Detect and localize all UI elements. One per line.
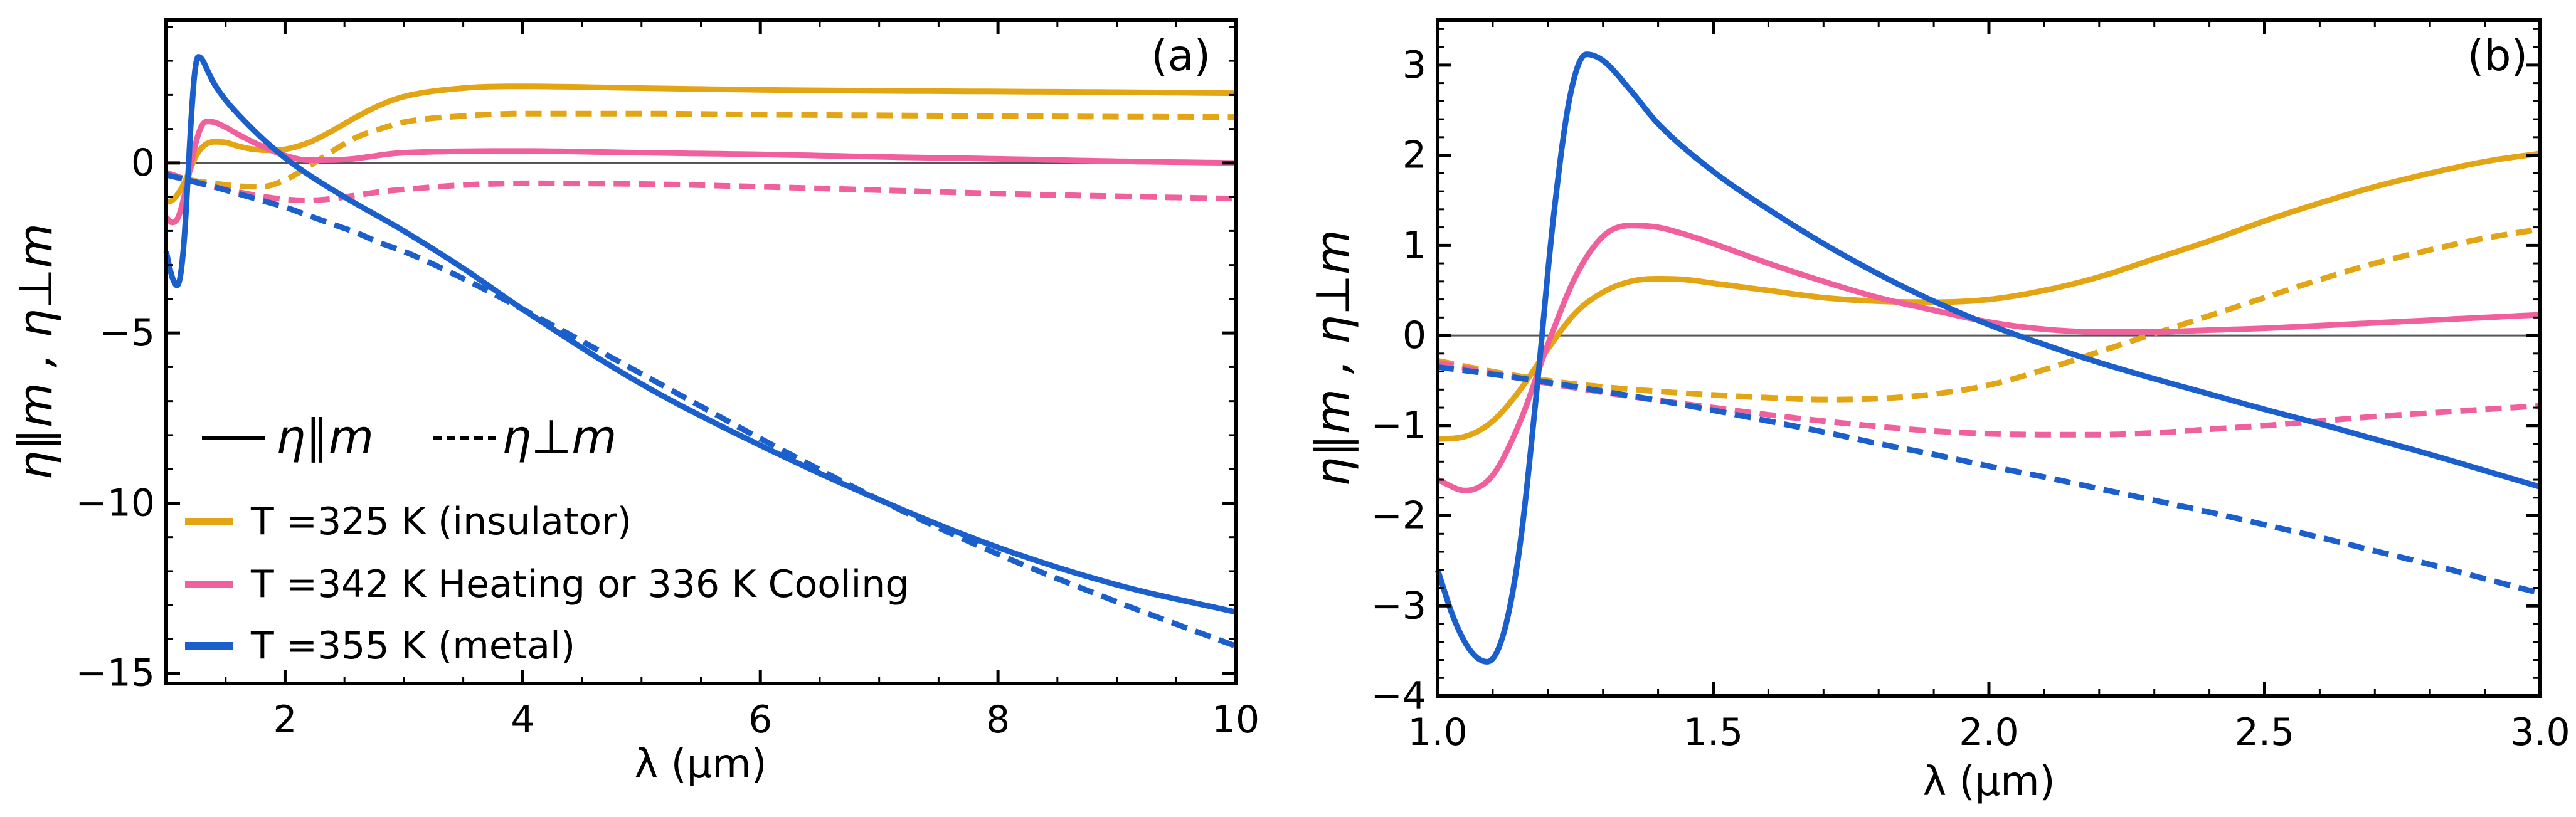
panel-b-x-axis-label: λ (μm) bbox=[1922, 759, 2055, 805]
panel-b-series-group bbox=[1434, 51, 2542, 665]
series-line-metal-parallel bbox=[1434, 51, 2542, 665]
y-tick-label: 0 bbox=[131, 141, 155, 185]
panel-b-tag: (b) bbox=[2467, 31, 2528, 81]
legend-label-metal: T =355 K (metal) bbox=[250, 624, 575, 668]
y-tick-label: −15 bbox=[75, 651, 155, 695]
y-tick-label: −5 bbox=[100, 311, 155, 355]
y-tick-label: −3 bbox=[1371, 584, 1426, 628]
panel-a-tag: (a) bbox=[1151, 31, 1211, 81]
series-line-metal-perpendicular bbox=[1437, 364, 2542, 596]
y-tick-label: −10 bbox=[75, 481, 155, 525]
x-tick-label: 1.0 bbox=[1407, 710, 1467, 754]
y-tick-label: −1 bbox=[1371, 404, 1426, 448]
series-line-insulator-perpendicular bbox=[165, 110, 1236, 190]
panel-b-y-axis-label: η∥m , η⊥m bbox=[1306, 229, 1360, 487]
x-tick-label: 3.0 bbox=[2510, 710, 2570, 754]
y-tick-label: 1 bbox=[1402, 223, 1426, 267]
x-tick-label: 4 bbox=[511, 698, 534, 742]
panel-b-frame bbox=[1436, 18, 2542, 698]
legend-eta-parallel: η∥m bbox=[276, 410, 374, 464]
x-tick-label: 8 bbox=[986, 698, 1010, 742]
series-line-transition-perpendicular bbox=[165, 169, 1236, 204]
x-tick-label: 2 bbox=[273, 698, 297, 742]
panel-b: 1.0 1.5 2.0 2.5 3.0 3 2 1 0 −1 −2 −3 −4 (b) λ (μm) η… bbox=[1306, 18, 2570, 805]
x-tick-label: 2.5 bbox=[2235, 710, 2294, 754]
x-tick-label: 10 bbox=[1212, 698, 1259, 742]
panel-a-series-group bbox=[163, 54, 1237, 649]
panel-a-ticks: 2 4 6 8 10 0 −5 −10 −15 bbox=[75, 20, 1259, 742]
panel-a: 2 4 6 8 10 0 −5 −10 −15 (a) λ (μm) η∥m , η⊥m η∥m… bbox=[9, 18, 1259, 788]
series-line-insulator-perpendicular bbox=[1437, 226, 2541, 403]
panel-a-x-axis-label: λ (μm) bbox=[634, 741, 766, 788]
x-tick-label: 6 bbox=[748, 698, 772, 742]
y-tick-label: 0 bbox=[1402, 314, 1426, 357]
series-line-transition-parallel bbox=[1436, 223, 2541, 493]
panel-b-ticks: 1.0 1.5 2.0 2.5 3.0 3 2 1 0 −1 −2 −3 −4 bbox=[1371, 20, 2570, 754]
legend-label-transition: T =342 K Heating or 336 K Cooling bbox=[250, 562, 909, 606]
y-tick-label: −2 bbox=[1371, 494, 1426, 538]
x-tick-label: 2.0 bbox=[1959, 710, 2018, 754]
legend-eta-perpendicular: η⊥m bbox=[502, 410, 617, 464]
series-line-metal-perpendicular bbox=[165, 172, 1237, 649]
panel-a-y-axis-label: η∥m , η⊥m bbox=[9, 223, 63, 480]
legend-label-insulator: T =325 K (insulator) bbox=[250, 500, 632, 544]
x-tick-label: 1.5 bbox=[1683, 710, 1743, 754]
y-tick-label: 2 bbox=[1402, 134, 1426, 177]
series-line-insulator-parallel bbox=[1437, 150, 2541, 442]
series-line-metal-parallel bbox=[163, 54, 1236, 615]
panel-a-frame bbox=[164, 18, 1238, 685]
y-tick-label: −4 bbox=[1371, 674, 1426, 718]
y-tick-label: 3 bbox=[1402, 43, 1426, 87]
legend: η∥m η⊥m T =325 K (insulator) T =342 K He… bbox=[185, 410, 909, 668]
series-line-transition-perpendicular bbox=[1437, 359, 2541, 438]
